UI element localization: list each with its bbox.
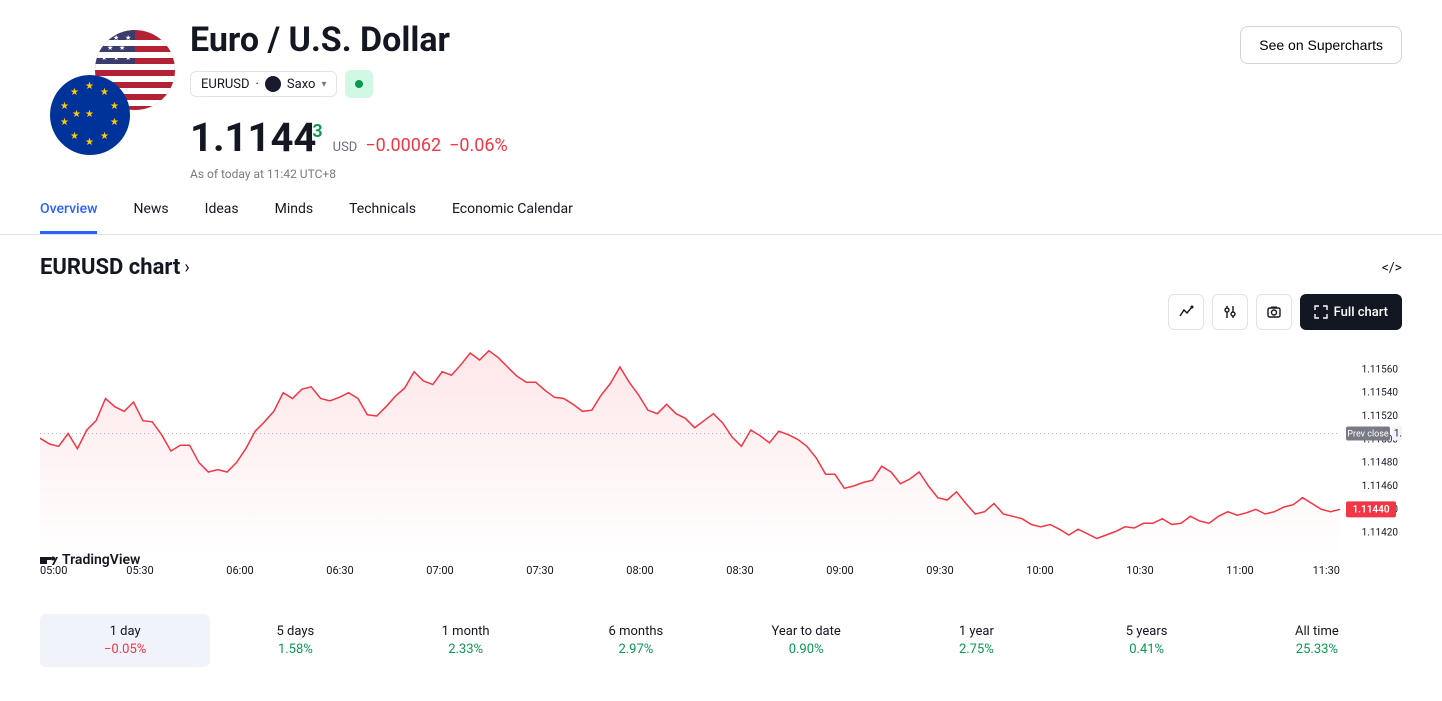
svg-text:1.11560: 1.11560 bbox=[1362, 364, 1399, 375]
tradingview-logo: TradingView bbox=[40, 552, 140, 568]
full-chart-button[interactable]: Full chart bbox=[1300, 294, 1402, 330]
settings-icon[interactable] bbox=[1212, 294, 1248, 330]
header: ★★★ ★★ ★★★ ★ ★ ★ ★ ★ ★ ★ ★ ★ ★ ★ ★ Euro … bbox=[0, 0, 1442, 181]
svg-text:10:30: 10:30 bbox=[1126, 564, 1153, 577]
tab-economic-calendar[interactable]: Economic Calendar bbox=[452, 189, 573, 234]
svg-text:1.11520: 1.11520 bbox=[1362, 411, 1399, 422]
svg-text:11:30: 11:30 bbox=[1313, 564, 1340, 577]
chart-area[interactable]: 1.115601.115401.115201.115001.114801.114… bbox=[40, 336, 1402, 596]
tab-minds[interactable]: Minds bbox=[275, 189, 313, 234]
provider-name: Saxo bbox=[287, 77, 316, 92]
tab-overview[interactable]: Overview bbox=[40, 189, 97, 234]
provider-icon bbox=[265, 76, 281, 92]
svg-text:Prev close: Prev close bbox=[1347, 430, 1389, 440]
svg-text:09:30: 09:30 bbox=[926, 564, 953, 577]
tab-technicals[interactable]: Technicals bbox=[349, 189, 416, 234]
svg-text:08:30: 08:30 bbox=[726, 564, 753, 577]
symbol-row: EURUSD · Saxo ▾ bbox=[190, 70, 1402, 98]
pair-flags-icon: ★★★ ★★ ★★★ ★ ★ ★ ★ ★ ★ ★ ★ ★ ★ ★ ★ bbox=[40, 20, 180, 160]
svg-text:08:00: 08:00 bbox=[626, 564, 653, 577]
svg-text:10:00: 10:00 bbox=[1026, 564, 1053, 577]
symbol-code: EURUSD bbox=[201, 77, 250, 92]
chevron-down-icon: ▾ bbox=[321, 79, 326, 90]
price-fraction: 3 bbox=[312, 121, 322, 142]
range-1-year[interactable]: 1 year2.75% bbox=[891, 614, 1061, 667]
range-6-months[interactable]: 6 months2.97% bbox=[551, 614, 721, 667]
last-price: 1.11443 bbox=[190, 114, 323, 161]
chart-section: EURUSD chart › </> Full chart 1.11560 1.1… bbox=[0, 235, 1442, 667]
alert-icon[interactable] bbox=[1168, 294, 1204, 330]
supercharts-button[interactable]: See on Supercharts bbox=[1240, 26, 1402, 64]
svg-text:1.11480: 1.11480 bbox=[1362, 458, 1399, 469]
change-absolute: −0.00062 bbox=[365, 135, 441, 156]
page-title: Euro / U.S. Dollar bbox=[190, 20, 1402, 60]
svg-text:1.11440: 1.11440 bbox=[1352, 504, 1389, 515]
price-row: 1.11443 USD −0.00062 −0.06% bbox=[190, 114, 1402, 161]
svg-text:1.11420: 1.11420 bbox=[1362, 528, 1399, 539]
range-1-day[interactable]: 1 day−0.05% bbox=[40, 614, 210, 667]
expand-icon bbox=[1314, 305, 1328, 319]
range-5-years[interactable]: 5 years0.41% bbox=[1062, 614, 1232, 667]
range-year-to-date[interactable]: Year to date0.90% bbox=[721, 614, 891, 667]
range-all-time[interactable]: All time25.33% bbox=[1232, 614, 1402, 667]
chart-tools: Full chart bbox=[40, 294, 1402, 330]
change-percent: −0.06% bbox=[449, 135, 508, 156]
svg-text:09:00: 09:00 bbox=[826, 564, 853, 577]
tab-ideas[interactable]: Ideas bbox=[205, 189, 239, 234]
svg-text:1.11505: 1.11505 bbox=[1394, 429, 1402, 440]
embed-icon[interactable]: </> bbox=[1382, 260, 1402, 276]
svg-text:07:00: 07:00 bbox=[426, 564, 453, 577]
tab-news[interactable]: News bbox=[133, 189, 168, 234]
chevron-right-icon: › bbox=[184, 257, 189, 278]
svg-text:1.11460: 1.11460 bbox=[1362, 481, 1399, 492]
tabs: Overview News Ideas Minds Technicals Economic… bbox=[0, 189, 1442, 235]
symbol-provider-pill[interactable]: EURUSD · Saxo ▾ bbox=[190, 71, 337, 97]
as-of-text: As of today at 11:42 UTC+8 bbox=[190, 167, 1402, 181]
currency-label: USD bbox=[333, 140, 358, 155]
svg-text:07:30: 07:30 bbox=[526, 564, 553, 577]
snapshot-icon[interactable] bbox=[1256, 294, 1292, 330]
svg-text:06:30: 06:30 bbox=[326, 564, 353, 577]
price-chart: 1.115601.115401.115201.115001.114801.114… bbox=[40, 336, 1402, 596]
svg-text:06:00: 06:00 bbox=[226, 564, 253, 577]
range-1-month[interactable]: 1 month2.33% bbox=[381, 614, 551, 667]
svg-text:11:00: 11:00 bbox=[1226, 564, 1253, 577]
eu-flag-icon: ★ ★ ★ ★ ★ ★ ★ ★ ★ ★ ★ ★ bbox=[50, 75, 130, 155]
svg-text:1.11540: 1.11540 bbox=[1362, 388, 1399, 399]
title-block: Euro / U.S. Dollar EURUSD · Saxo ▾ 1.114… bbox=[190, 20, 1402, 181]
range-5-days[interactable]: 5 days1.58% bbox=[210, 614, 380, 667]
chart-title[interactable]: EURUSD chart › bbox=[40, 255, 190, 280]
range-selector: 1 day−0.05%5 days1.58%1 month2.33%6 mont… bbox=[40, 614, 1402, 667]
market-status-icon[interactable] bbox=[345, 70, 373, 98]
